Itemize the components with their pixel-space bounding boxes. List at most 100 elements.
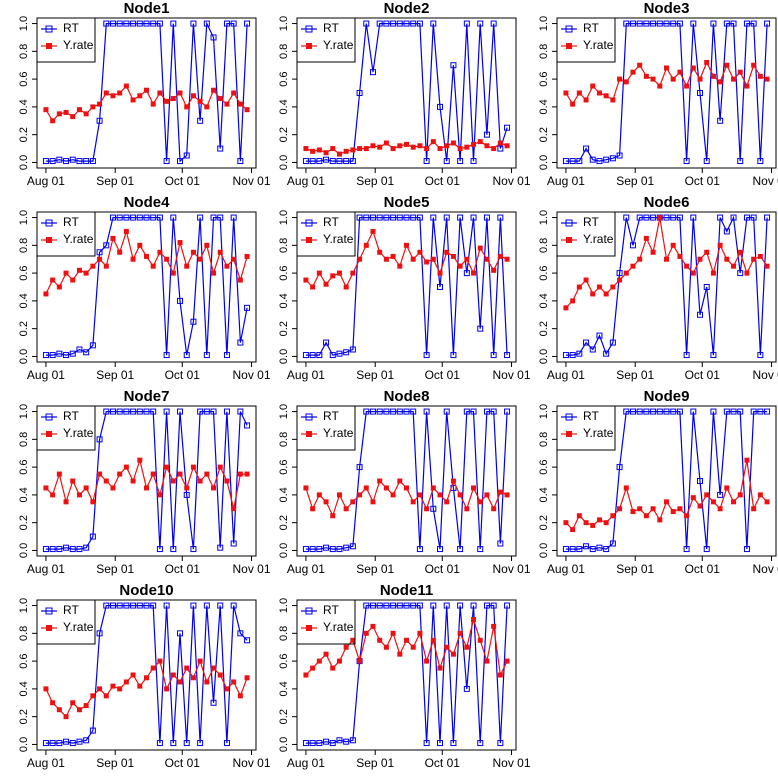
point <box>177 297 184 304</box>
legend-marker <box>305 25 313 33</box>
series-line <box>45 411 248 550</box>
point <box>724 256 730 262</box>
y-tick-label: 0.2 <box>278 709 290 724</box>
point <box>211 485 217 491</box>
point <box>609 155 616 162</box>
point <box>123 228 129 234</box>
point <box>596 284 602 290</box>
series-line <box>565 217 768 309</box>
point <box>383 644 389 650</box>
point <box>323 499 329 505</box>
legend-marker <box>566 431 572 437</box>
point <box>83 703 89 709</box>
point <box>683 158 690 165</box>
point <box>316 546 323 553</box>
point <box>657 517 663 523</box>
point <box>303 146 309 152</box>
point <box>563 305 569 311</box>
point <box>504 492 510 498</box>
point <box>576 284 582 290</box>
point <box>184 263 190 269</box>
point <box>610 513 616 519</box>
x-tick-label: Sep 01 <box>356 756 394 770</box>
point <box>410 408 417 415</box>
point <box>329 158 336 165</box>
point <box>203 20 210 27</box>
point <box>376 602 383 609</box>
point <box>116 602 123 609</box>
point <box>237 630 244 637</box>
point <box>717 117 724 124</box>
point <box>170 96 176 102</box>
point <box>177 90 183 96</box>
y-tick-label: 0.2 <box>538 515 550 530</box>
point <box>583 145 590 152</box>
point <box>403 20 410 27</box>
y-tick-label: 0.6 <box>538 265 550 280</box>
point <box>416 602 423 609</box>
point <box>723 408 730 415</box>
point <box>343 148 349 154</box>
point <box>90 263 96 269</box>
legend-label: RT <box>63 21 79 35</box>
legend-label: RT <box>323 215 339 229</box>
point <box>570 527 576 533</box>
point <box>390 253 396 259</box>
point <box>244 107 250 113</box>
point <box>636 408 643 415</box>
point <box>109 214 116 221</box>
point <box>330 146 336 152</box>
point <box>403 214 410 221</box>
y-tick-label: 0.0 <box>278 737 290 752</box>
point <box>650 249 656 255</box>
x-tick-label: Sep 01 <box>356 562 394 576</box>
point <box>350 270 356 276</box>
point <box>444 644 450 650</box>
point <box>137 457 143 463</box>
point <box>137 683 143 689</box>
point <box>704 59 710 65</box>
point <box>464 256 470 262</box>
point <box>56 156 63 163</box>
point <box>363 630 369 636</box>
y-tick-label: 1.0 <box>18 210 30 225</box>
point <box>731 76 737 82</box>
point <box>704 492 710 498</box>
point <box>423 740 430 747</box>
y-tick-label: 1.0 <box>278 16 290 31</box>
point <box>410 214 417 221</box>
point <box>50 492 56 498</box>
legend-marker <box>45 607 53 615</box>
point <box>197 740 204 747</box>
y-tick-label: 0.0 <box>278 543 290 558</box>
point <box>50 118 56 124</box>
point <box>76 107 82 113</box>
point <box>563 520 569 526</box>
point <box>724 485 730 491</box>
panel-title: Node6 <box>644 194 690 211</box>
y-tick-label: 0.8 <box>538 432 550 447</box>
point <box>217 249 223 255</box>
point <box>103 408 110 415</box>
y-tick-label: 0.2 <box>18 127 30 142</box>
point <box>43 686 49 692</box>
legend-label: RT <box>63 215 79 229</box>
point <box>136 408 143 415</box>
point <box>244 20 251 27</box>
point <box>630 509 636 515</box>
point <box>603 93 609 99</box>
point <box>244 675 250 681</box>
panel-title: Node3 <box>644 0 690 17</box>
point <box>676 214 683 221</box>
y-tick-label: 0.2 <box>278 515 290 530</box>
point <box>184 485 190 491</box>
point <box>717 491 724 498</box>
point <box>596 517 602 523</box>
point <box>383 408 390 415</box>
point <box>363 408 370 415</box>
point <box>477 637 483 643</box>
point <box>470 214 477 221</box>
point <box>130 478 136 484</box>
point <box>49 158 56 165</box>
legend-marker <box>46 625 52 631</box>
